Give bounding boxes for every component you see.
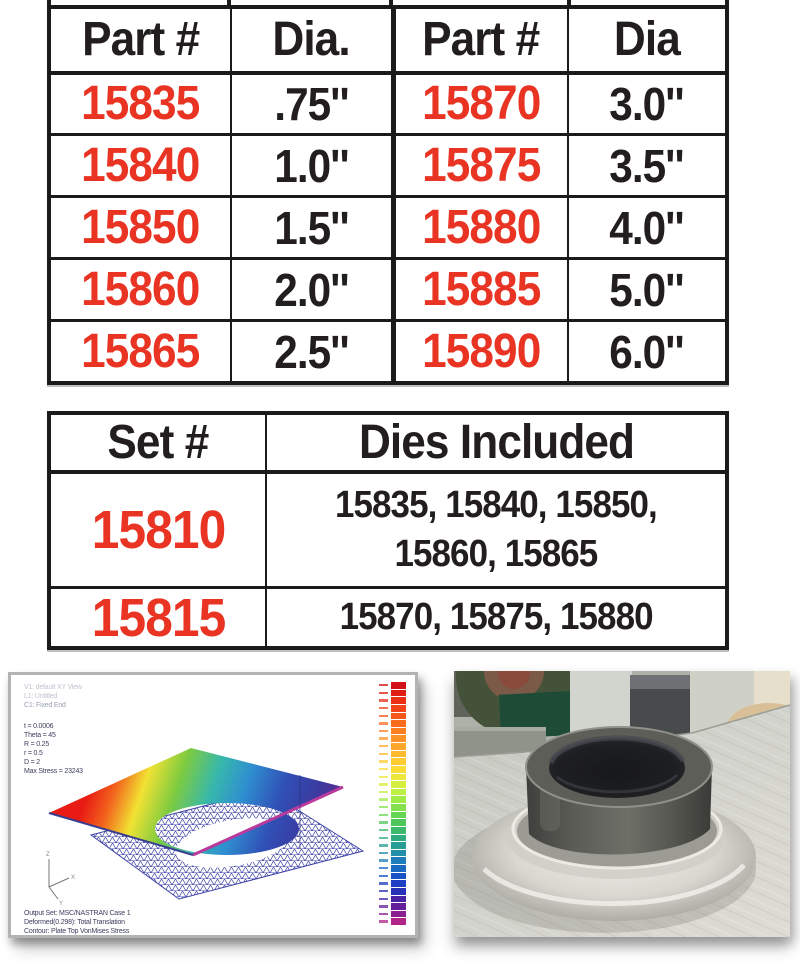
- table-row: 2.0'': [230, 257, 391, 319]
- table-row: .75'': [230, 71, 391, 133]
- part-table-header-dia-1: Dia.: [230, 9, 390, 71]
- table-row: 15810: [51, 470, 266, 586]
- part-number: 15835: [81, 77, 201, 130]
- set-table-header-dies: Dies Included: [265, 415, 725, 470]
- fea-simulation-panel: Z X Y V1: default XY View L1: Untitled C…: [8, 672, 418, 938]
- table-row: 1.0'': [230, 133, 391, 195]
- fea-caption-line: C1: Fixed End: [24, 702, 66, 709]
- fea-axis-triad: Z X Y: [46, 852, 75, 907]
- fea-colorbar-labels: [379, 682, 388, 925]
- table-row: 1.5'': [230, 195, 391, 257]
- part-number: 15865: [81, 324, 201, 378]
- part-table-header-part-1: Part #: [51, 9, 230, 71]
- set-number: 15810: [91, 500, 225, 560]
- axis-label-y: Y: [59, 901, 63, 907]
- axis-label-x: X: [71, 875, 75, 881]
- axis-label-z: Z: [46, 852, 50, 858]
- fea-colorbar-segments: [391, 682, 406, 925]
- table-row: 15870: [390, 71, 567, 133]
- diameter-value: .75'': [274, 78, 349, 130]
- fea-parameter-line: t = 0.0006: [24, 723, 54, 730]
- fea-caption-line: V1: default XY View: [24, 684, 82, 691]
- table-row: 15865: [51, 319, 231, 381]
- table-row: 15840: [51, 133, 231, 195]
- die-bore: [549, 738, 685, 798]
- die-cylinder: [525, 726, 713, 855]
- fea-parameter-block: t = 0.0006 Theta = 45 R = 0.25 r = 0.5 D…: [24, 722, 83, 776]
- diameter-value: 3.0'': [609, 78, 685, 130]
- part-number: 15850: [81, 200, 201, 254]
- fea-output-line: Contour: Plate Top VonMises Stress: [24, 928, 130, 935]
- table-row: 4.0'': [566, 195, 725, 257]
- part-diameter-table: Part # Dia. Part # Dia 15835 .75'' 15870…: [47, 5, 729, 385]
- fea-parameter-line: Max Stress = 23243: [24, 768, 83, 775]
- diameter-value: 3.5'': [609, 139, 685, 192]
- header-label: Part #: [422, 13, 541, 66]
- set-number: 15815: [91, 587, 225, 646]
- fea-parameter-line: r = 0.5: [24, 750, 43, 757]
- fea-colorbar: [379, 682, 406, 925]
- table-row: 3.0'': [566, 71, 725, 133]
- table-row: 15835: [51, 71, 231, 133]
- fea-output-line: Output Set: MSC/NASTRAN Case 1: [24, 910, 131, 917]
- diameter-value: 6.0'': [609, 325, 685, 378]
- part-number: 15870: [422, 77, 541, 130]
- dies-list: 15870, 15875, 15880: [339, 596, 654, 639]
- table-row: 3.5'': [566, 133, 725, 195]
- die-photo-panel: [454, 671, 790, 937]
- die-photo: [454, 671, 790, 937]
- fea-parameter-line: D = 2: [24, 759, 40, 766]
- table-row: 15870, 15875, 15880: [265, 586, 725, 646]
- table-row: 15875: [390, 133, 567, 195]
- diameter-value: 2.5'': [274, 325, 349, 378]
- dies-list: 15835, 15840, 15850, 15860, 15865: [335, 484, 658, 575]
- table-row: 15815: [51, 586, 266, 646]
- table-row: 15880: [390, 195, 567, 257]
- table-row: 15890: [390, 319, 567, 381]
- table-row: 6.0'': [566, 319, 725, 381]
- fea-output-block: Output Set: MSC/NASTRAN Case 1 Deformed(…: [24, 909, 131, 936]
- table-crop-mark: [47, 0, 51, 6]
- header-label: Dia.: [272, 13, 351, 66]
- part-number: 15885: [422, 262, 541, 316]
- table-row: 5.0'': [566, 257, 725, 319]
- fea-output-line: Deformed(0.298): Total Translation: [24, 919, 125, 926]
- part-number: 15890: [422, 324, 541, 378]
- diameter-value: 1.0'': [274, 139, 349, 192]
- header-label: Part #: [82, 13, 200, 66]
- table-row: 15885: [390, 257, 567, 319]
- header-label: Set #: [107, 415, 210, 469]
- diameter-value: 4.0'': [609, 201, 685, 254]
- part-number: 15840: [81, 138, 201, 192]
- header-label: Dies Included: [358, 415, 635, 469]
- fea-plot: Z X Y: [46, 748, 365, 907]
- table-crop-mark: [567, 0, 571, 6]
- set-table-header-set: Set #: [51, 415, 265, 470]
- diameter-value: 2.0'': [274, 263, 349, 316]
- table-row: 2.5'': [230, 319, 391, 381]
- fea-parameter-line: Theta = 45: [24, 732, 56, 739]
- part-table-header-part-2: Part #: [390, 9, 567, 71]
- table-row: 15835, 15840, 15850, 15860, 15865: [265, 470, 725, 586]
- fea-view-captions: V1: default XY View L1: Untitled C1: Fix…: [24, 683, 82, 710]
- diameter-value: 5.0'': [609, 263, 685, 316]
- part-number: 15875: [422, 138, 541, 192]
- table-crop-mark: [227, 0, 231, 6]
- diameter-value: 1.5'': [274, 201, 349, 254]
- die-set-table: Set # Dies Included 15810 15835, 15840, …: [47, 411, 729, 650]
- part-number: 15860: [81, 262, 201, 316]
- fea-caption-line: L1: Untitled: [24, 693, 58, 700]
- header-label: Dia: [613, 13, 681, 66]
- table-row: 15860: [51, 257, 231, 319]
- part-number: 15880: [422, 200, 541, 254]
- fea-contour-plate: [48, 748, 344, 857]
- table-crop-mark: [725, 0, 729, 6]
- part-table-header-dia-2: Dia: [566, 9, 725, 71]
- table-crop-mark: [389, 0, 393, 6]
- table-row: 15850: [51, 195, 231, 257]
- fea-parameter-line: R = 0.25: [24, 741, 50, 748]
